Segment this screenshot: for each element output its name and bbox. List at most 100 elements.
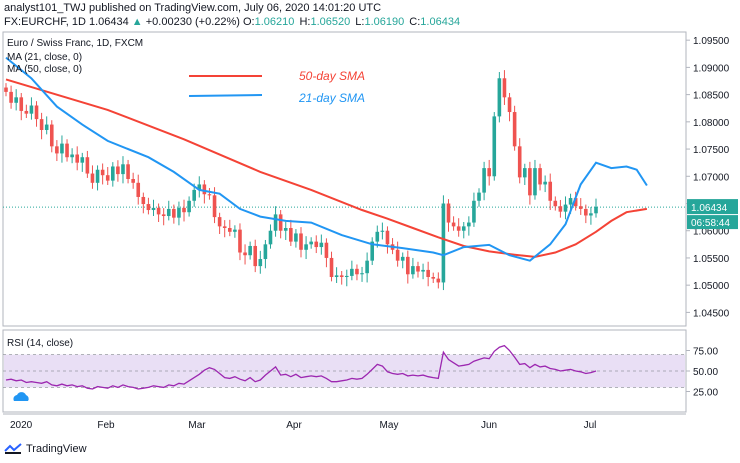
- candle-body: [9, 91, 13, 103]
- candle-body: [243, 252, 247, 256]
- candle-body: [166, 208, 171, 217]
- candle-body: [182, 207, 186, 213]
- time-tick-label: Feb: [97, 420, 115, 431]
- candle-body: [344, 275, 349, 277]
- candle-body: [294, 233, 298, 242]
- candle-body: [563, 204, 568, 212]
- high-value: 1.06520: [310, 16, 351, 28]
- candle-body: [55, 146, 59, 154]
- price-pane-frame: [2, 31, 687, 327]
- sma21-line: [5, 56, 648, 262]
- candle-body: [136, 182, 141, 197]
- candle-body: [492, 116, 497, 177]
- candle-body: [212, 195, 217, 218]
- open-label: O:: [243, 16, 255, 28]
- candle-body: [131, 179, 135, 183]
- candle-body: [360, 273, 364, 275]
- candle-body: [441, 203, 446, 283]
- candle-body: [100, 169, 105, 176]
- candle-body: [304, 244, 308, 250]
- candle-body: [65, 143, 69, 158]
- candle-body: [456, 226, 461, 231]
- candle-body: [533, 168, 537, 196]
- candle-body: [339, 275, 344, 277]
- price-tick-label: 1.08000: [693, 118, 730, 129]
- candle-body: [517, 146, 522, 178]
- candle-body: [141, 196, 146, 205]
- candle-body: [477, 192, 481, 201]
- candle-body: [385, 230, 390, 245]
- candle-body: [507, 97, 512, 113]
- candle-body: [90, 173, 95, 183]
- candle-body: [543, 181, 547, 185]
- candle-body: [400, 256, 405, 261]
- rsi-tick-label: 50.00: [693, 367, 718, 378]
- candle-body: [273, 214, 278, 231]
- candle-body: [406, 256, 410, 275]
- candle-body: [584, 208, 588, 216]
- candle-body: [70, 154, 74, 158]
- open-value: 1.06210: [254, 16, 295, 28]
- cloud-icon: [13, 392, 29, 401]
- high-label: H:: [299, 16, 311, 28]
- candle-body: [578, 206, 583, 209]
- symbol-label: FX:EURCHF, 1D: [4, 16, 86, 28]
- candle-body: [426, 269, 430, 277]
- candle-body: [14, 97, 18, 103]
- candle-body: [156, 207, 161, 215]
- close-label: C:: [409, 16, 421, 28]
- candle-body: [365, 260, 369, 274]
- candle-body: [126, 164, 130, 179]
- candle-body: [248, 245, 252, 256]
- candle-body: [278, 214, 283, 231]
- price-tick-label: 1.04500: [693, 308, 730, 319]
- publisher-line: analyst101_TWJ published on TradingView.…: [4, 2, 382, 14]
- candle-body: [227, 228, 232, 232]
- time-tick-label: Jul: [584, 420, 597, 431]
- candle-body: [411, 266, 415, 275]
- indicator-label: MA (50, close, 0): [7, 64, 82, 75]
- candle-body: [482, 168, 486, 193]
- candle-body: [416, 266, 420, 272]
- candle-body: [60, 143, 64, 154]
- candle-body: [558, 206, 563, 212]
- candle-body: [548, 181, 553, 201]
- price-tick-label: 1.07000: [693, 172, 730, 183]
- candle-body: [268, 230, 273, 245]
- candle-body: [80, 157, 85, 163]
- rsi-tick-label: 75.00: [693, 347, 718, 358]
- candle-body: [355, 268, 359, 275]
- candle-body: [222, 226, 227, 228]
- candle-body: [573, 198, 578, 207]
- symbol-ohlc-line: FX:EURCHF, 1D 1.06434 ▲ +0.00230 (+0.22%…: [4, 16, 462, 28]
- price-tick-label: 1.05000: [693, 281, 730, 292]
- candle-body: [512, 112, 517, 147]
- candle-body: [568, 198, 573, 205]
- candle-body: [370, 241, 375, 261]
- candle-body: [95, 169, 100, 183]
- candle-body: [238, 229, 242, 253]
- candle-body: [299, 233, 303, 250]
- time-tick-label: Jun: [481, 420, 497, 431]
- candle-body: [253, 245, 258, 267]
- candle-body: [4, 87, 8, 92]
- candle-body: [49, 124, 54, 147]
- candle-body: [350, 268, 354, 276]
- candle-body: [116, 166, 120, 175]
- candle-body: [436, 278, 441, 283]
- indicator-label: MA (21, close, 0): [7, 52, 82, 63]
- candle-body: [329, 257, 334, 277]
- price-tick-label: 1.05500: [693, 254, 730, 265]
- candle-body: [289, 228, 293, 242]
- candle-body: [446, 203, 451, 223]
- candle-body: [44, 124, 49, 130]
- last-price-tag: [687, 199, 738, 215]
- close-value: 1.06434: [420, 16, 461, 28]
- brand-name: TradingView: [26, 443, 87, 455]
- candle-body: [375, 231, 380, 242]
- countdown-label: 06:58:44: [691, 218, 730, 229]
- footer: TradingView: [4, 443, 87, 455]
- candle-body: [24, 110, 29, 114]
- low-label: L:: [355, 16, 365, 28]
